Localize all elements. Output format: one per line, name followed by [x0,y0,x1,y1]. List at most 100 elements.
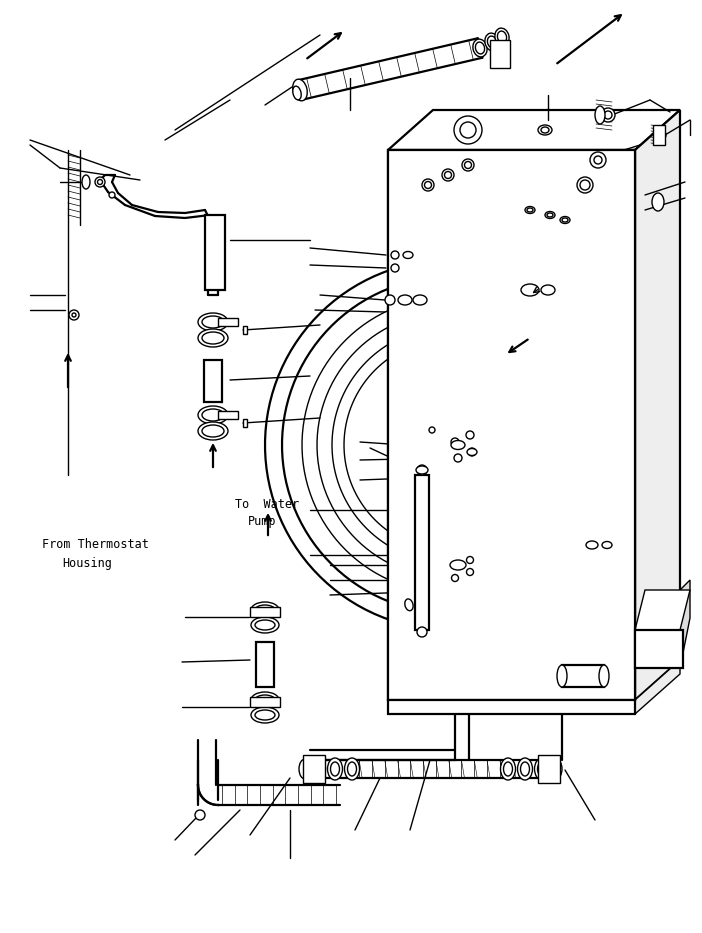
Ellipse shape [586,541,598,549]
Ellipse shape [538,762,546,776]
Ellipse shape [602,541,612,549]
Ellipse shape [417,621,425,634]
Bar [218,318,238,326]
Polygon shape [680,580,690,668]
Circle shape [590,152,606,168]
Ellipse shape [517,758,533,780]
Ellipse shape [545,212,555,218]
Bar [256,642,274,687]
Bar [218,411,238,419]
Bar [388,150,635,700]
Ellipse shape [251,602,279,618]
Ellipse shape [599,665,609,687]
Ellipse shape [557,665,567,687]
Ellipse shape [198,406,228,424]
Ellipse shape [503,762,512,776]
Text: From Thermostat: From Thermostat [42,538,149,551]
Circle shape [417,627,427,637]
Ellipse shape [521,284,539,296]
Ellipse shape [345,758,359,780]
Bar [205,215,225,290]
Ellipse shape [403,252,413,258]
Ellipse shape [550,759,562,779]
Circle shape [451,562,458,568]
Ellipse shape [541,127,549,133]
Circle shape [391,251,399,259]
Circle shape [594,156,602,164]
Circle shape [429,427,435,433]
Text: Housing: Housing [62,556,112,569]
Polygon shape [635,590,690,630]
Bar [250,697,280,707]
Ellipse shape [562,218,568,222]
Ellipse shape [251,707,279,723]
Circle shape [468,448,476,456]
Ellipse shape [198,313,228,331]
Polygon shape [635,660,680,714]
Bar [303,755,325,783]
Ellipse shape [202,332,224,344]
Circle shape [98,179,102,185]
Circle shape [95,177,105,187]
Ellipse shape [299,759,311,779]
Ellipse shape [251,692,279,708]
Ellipse shape [202,425,224,437]
Ellipse shape [413,295,427,305]
Ellipse shape [293,79,307,101]
Ellipse shape [328,758,343,780]
Bar [538,755,560,783]
Polygon shape [635,110,680,700]
Circle shape [577,177,593,193]
Ellipse shape [310,758,326,780]
Polygon shape [388,110,680,150]
Bar [243,419,247,427]
Ellipse shape [538,125,552,135]
Circle shape [467,568,474,576]
Ellipse shape [255,620,275,630]
Circle shape [466,431,474,439]
Ellipse shape [331,762,340,776]
Circle shape [467,556,474,564]
Ellipse shape [314,762,322,776]
Ellipse shape [498,31,507,43]
Bar [388,150,635,700]
Ellipse shape [251,617,279,633]
Ellipse shape [82,175,90,189]
Circle shape [391,264,399,272]
Circle shape [601,108,615,122]
Circle shape [460,122,476,138]
Circle shape [444,172,451,178]
Ellipse shape [525,206,535,214]
Circle shape [422,179,434,191]
Circle shape [195,810,205,820]
Circle shape [425,182,432,188]
Circle shape [654,129,666,141]
Ellipse shape [255,605,275,615]
Circle shape [442,169,454,181]
Bar [243,326,247,334]
Ellipse shape [198,422,228,440]
Ellipse shape [527,208,533,212]
Ellipse shape [495,28,509,46]
Ellipse shape [416,466,428,474]
Circle shape [69,310,79,320]
Ellipse shape [595,106,605,124]
Ellipse shape [255,695,275,705]
Text: To  Water: To Water [235,498,299,511]
Circle shape [465,161,472,169]
Ellipse shape [202,316,224,328]
Circle shape [109,192,115,198]
Bar [204,360,222,402]
Ellipse shape [473,39,487,57]
Circle shape [462,159,474,171]
Text: Pump: Pump [503,630,531,643]
Ellipse shape [255,710,275,720]
Bar [635,630,683,668]
Ellipse shape [198,329,228,347]
Bar [388,700,635,714]
Ellipse shape [405,599,413,611]
Bar [250,607,280,617]
Circle shape [451,575,458,581]
Ellipse shape [475,42,484,54]
Ellipse shape [347,762,357,776]
